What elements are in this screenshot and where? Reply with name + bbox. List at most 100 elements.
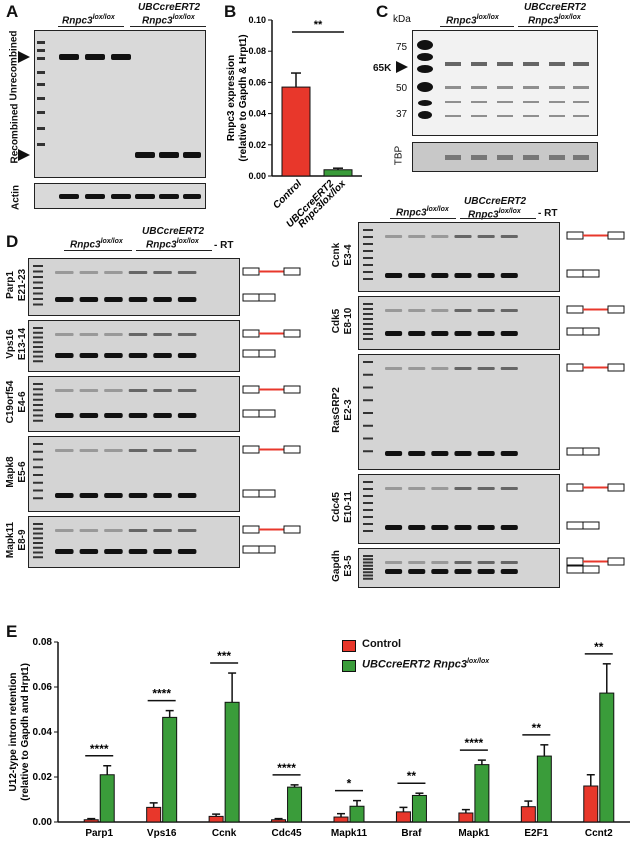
exon-box	[283, 525, 301, 534]
arrow-recombined-icon	[18, 149, 30, 161]
panel-d-left-group2-line1: UBCcreERT2	[142, 226, 205, 237]
ladder-band	[363, 308, 373, 310]
ladder-band	[33, 523, 43, 525]
gene-name: RasGRP2	[331, 387, 342, 433]
ladder-band	[363, 361, 373, 363]
legend-cre-label: UBCcreERT2 Rnpc3lox/lox	[362, 658, 490, 671]
lane-band-upper	[153, 333, 172, 336]
ladder-band	[363, 561, 373, 564]
e-sig-label: ***	[217, 649, 231, 663]
exon-box	[242, 267, 260, 276]
panel-c-label: C	[376, 2, 389, 21]
splice-diagram-rasgrp2	[566, 363, 625, 456]
lane-band-lower	[477, 525, 495, 530]
panel-d-right-rt: - RT	[538, 208, 558, 219]
ladder-band	[363, 571, 373, 574]
lane-band-lower	[385, 569, 403, 574]
lane-band-upper	[408, 235, 426, 238]
exon-range: E5-6	[17, 461, 28, 483]
ladder-band	[33, 497, 43, 500]
e-bar-ccnt2-0	[583, 785, 599, 823]
gel-c19orf54	[28, 376, 240, 432]
e-sig-label: ****	[277, 761, 296, 775]
e-sig-label: ****	[152, 687, 171, 701]
lane-band-upper	[104, 449, 123, 452]
marker-50: 50	[396, 83, 408, 94]
gel-label-rasgrp2: RasGRP2 E2-3	[331, 375, 355, 445]
ladder-band	[33, 532, 43, 535]
ladder-band	[33, 398, 43, 401]
e-bar-ccnk-1	[224, 701, 240, 823]
ladder-band	[363, 424, 373, 427]
kda-label: kDa	[393, 14, 411, 25]
e-bar-mapk11-0	[333, 816, 349, 823]
lane-band-lower	[177, 297, 197, 302]
ladder-band	[363, 257, 373, 259]
exon-box	[566, 231, 584, 240]
ladder-band	[33, 292, 43, 295]
lane-band-lower	[454, 331, 472, 336]
exon-range: E3-4	[343, 244, 354, 266]
lane-band-lower	[385, 451, 403, 456]
exon-box	[242, 293, 260, 302]
lane-band-upper	[500, 487, 518, 490]
e-bar-parp1-0	[83, 819, 99, 823]
lane-band-lower	[79, 493, 99, 498]
lane-band-lower	[431, 569, 449, 574]
ladder-band	[363, 437, 373, 440]
panel-e-label: E	[6, 622, 18, 641]
splice-diagram-mapk11	[242, 525, 301, 554]
exon-box	[283, 385, 301, 394]
lane-band-lower	[153, 413, 172, 418]
e-tick-label: 0.08	[33, 637, 53, 648]
e-bar-ccnt2-1	[599, 692, 615, 823]
ladder-band	[33, 404, 43, 406]
marker-37: 37	[396, 109, 408, 120]
exon-range: E8-10	[343, 307, 354, 335]
e-bar-parp1-1	[99, 774, 115, 823]
lane-band-lower	[431, 273, 449, 278]
lane-band-upper	[79, 271, 99, 274]
gene-name: Gapdh	[331, 550, 342, 582]
gel-mapk8	[28, 436, 240, 512]
e-sig-label: ****	[465, 736, 484, 750]
splice-diagram-c19orf54	[242, 385, 301, 418]
arrow-unrecombined-icon	[18, 51, 30, 63]
lane-band-upper	[408, 367, 426, 370]
lane-band-lower	[104, 413, 123, 418]
panel-a-underline2	[130, 26, 206, 27]
lane-band-upper	[477, 367, 495, 370]
exon-box	[242, 385, 260, 394]
exon-box	[607, 305, 625, 314]
lane-band-upper	[128, 271, 148, 274]
splice-diagram-ccnk	[566, 231, 625, 278]
exon-box	[283, 445, 301, 454]
gel-mapk11	[28, 516, 240, 568]
lane-band-upper	[385, 235, 403, 238]
e-sig-label: *	[347, 777, 352, 791]
ladder-band	[363, 323, 373, 325]
gel-parp1	[28, 258, 240, 316]
ladder-band	[33, 355, 43, 358]
e-bar-e2f1-0	[520, 806, 536, 823]
lane-band-lower	[79, 549, 99, 554]
lane-band-upper	[153, 271, 172, 274]
lane-band-lower	[55, 297, 74, 302]
lane-band-lower	[385, 273, 403, 278]
panel-b-label: B	[224, 2, 237, 21]
ladder-band	[33, 546, 43, 549]
lane-band-upper	[408, 487, 426, 490]
ladder-band	[33, 383, 43, 385]
panel-a-group1: Rnpc3lox/lox	[62, 14, 115, 27]
ladder-band	[363, 450, 373, 453]
lane-band-lower	[104, 549, 123, 554]
exon-box	[566, 447, 584, 456]
ladder-band	[33, 265, 43, 267]
ladder-band	[33, 341, 43, 344]
ladder-band	[363, 243, 373, 245]
lane-band-upper	[385, 561, 403, 564]
lane-band-lower	[177, 413, 197, 418]
lane-band-lower	[477, 273, 495, 278]
lane-band-lower	[500, 569, 518, 574]
exon-box	[283, 267, 301, 276]
